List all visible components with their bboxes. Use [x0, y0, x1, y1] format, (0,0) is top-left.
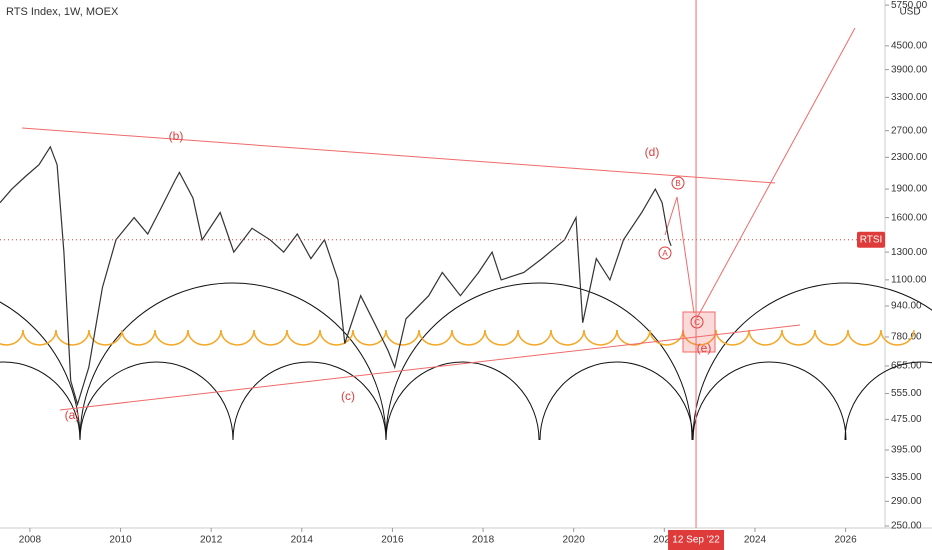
orange-arc [451, 329, 486, 346]
y-tick-label: 475.00 [891, 414, 922, 425]
wave-label: (e) [697, 341, 712, 355]
small-arc [692, 361, 847, 441]
y-tick-label: 555.00 [891, 388, 922, 399]
orange-arc [220, 329, 255, 346]
orange-arc [55, 329, 90, 346]
wave-circle [658, 246, 672, 260]
y-tick-label: 1600.00 [891, 212, 928, 223]
currency: USD [899, 7, 920, 18]
x-tick-label: 2024 [744, 535, 767, 546]
last-price-tag [857, 231, 885, 248]
big-arc [385, 282, 693, 441]
y-tick-label: 1300.00 [891, 247, 928, 258]
y-tick-label: 3900.00 [891, 64, 928, 75]
trend-line [21, 127, 776, 184]
y-tick-label: 250.00 [891, 521, 922, 532]
y-tick-label: 4500.00 [891, 40, 928, 51]
x-tick-label: 2026 [834, 535, 857, 546]
orange-arc [517, 329, 552, 346]
wave-label: (a) [65, 408, 80, 422]
orange-arc [583, 329, 618, 346]
orange-arc [847, 329, 882, 346]
y-tick-label: 780.00 [891, 332, 922, 343]
small-arc [0, 361, 81, 441]
orange-arc [121, 329, 156, 346]
orange-arc [253, 329, 288, 346]
orange-arc [814, 329, 849, 346]
big-arc [692, 282, 932, 441]
orange-arc [550, 329, 585, 346]
orange-arc [88, 329, 123, 346]
orange-arc [715, 329, 750, 346]
y-tick-label: 1100.00 [891, 275, 927, 286]
x-tick-label: 2018 [472, 535, 495, 546]
wave-label: B [675, 179, 680, 188]
orange-arc [748, 329, 783, 346]
y-tick-label: 5750.00 [891, 0, 928, 11]
orange-arc [0, 329, 24, 346]
small-arc [385, 361, 540, 441]
wave-label: A [662, 249, 668, 258]
wave-circle [671, 176, 685, 190]
y-tick-label: 2700.00 [891, 125, 928, 136]
last-price-label: RTSI [860, 234, 883, 245]
trend-line [696, 27, 856, 319]
big-arc [79, 282, 387, 441]
orange-arc [484, 329, 519, 346]
y-tick-label: 1900.00 [891, 184, 928, 195]
wave-label: (d) [645, 145, 660, 159]
orange-arc [418, 329, 453, 346]
y-tick-label: 290.00 [891, 496, 922, 507]
trend-line [59, 324, 801, 411]
wave-circle [690, 315, 704, 329]
y-tick-label: 655.00 [891, 361, 922, 372]
x-tick-label: 2014 [291, 535, 314, 546]
small-arc [844, 361, 932, 441]
orange-arc [385, 329, 420, 346]
y-tick-label: 940.00 [891, 301, 922, 312]
target-box [682, 311, 716, 353]
small-arc [539, 361, 694, 441]
big-arc [0, 301, 81, 441]
y-tick-label: 3300.00 [891, 92, 928, 103]
date-marker-label: 12 Sep '22 [672, 535, 720, 546]
wave-label: (b) [169, 129, 184, 143]
wave-label: C [694, 318, 700, 327]
orange-arc [22, 329, 57, 346]
x-tick-label: 2022 [653, 535, 676, 546]
wave-label: (c) [341, 389, 355, 403]
orange-arc [286, 329, 321, 346]
orange-arc [781, 329, 816, 346]
x-tick-label: 2008 [19, 535, 42, 546]
orange-arc [319, 329, 354, 346]
orange-arc [352, 329, 387, 346]
small-arc [79, 361, 234, 441]
x-tick-label: 2020 [563, 535, 586, 546]
orange-arc [649, 329, 684, 346]
date-marker-tag [668, 530, 725, 550]
trend-line [676, 196, 695, 314]
x-tick-label: 2010 [109, 535, 132, 546]
y-tick-label: 335.00 [891, 472, 922, 483]
orange-arc [880, 329, 915, 346]
y-tick-label: 395.00 [891, 445, 922, 456]
x-tick-label: 2012 [200, 535, 223, 546]
chart-title: RTS Index, 1W, MOEX [6, 6, 119, 18]
orange-arc [154, 329, 189, 346]
cycle-arcs [0, 282, 932, 441]
orange-arc [616, 329, 651, 346]
small-arc [232, 361, 387, 441]
orange-arc [187, 329, 222, 346]
x-tick-label: 2016 [381, 535, 404, 546]
y-tick-label: 2300.00 [891, 152, 928, 163]
